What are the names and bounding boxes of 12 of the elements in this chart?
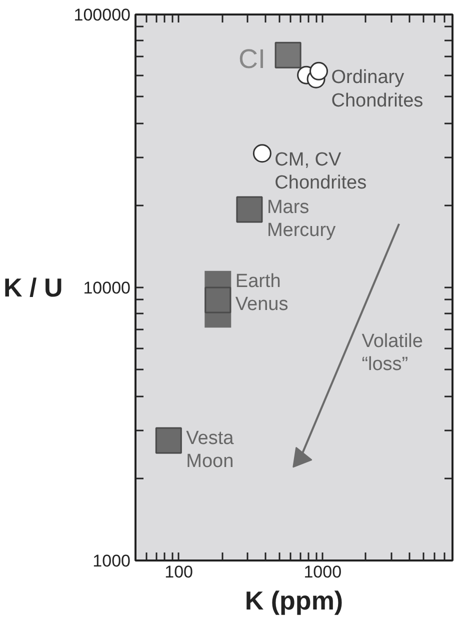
series-label: Earth Venus [235,270,288,316]
annotation: Ordinary Chondrites [331,67,424,112]
x-axis-title: K (ppm) [244,586,344,616]
series-label: Vesta Moon [186,428,234,472]
x-tick-label: 100 [164,562,193,582]
y-axis-title: K / U [4,272,63,302]
annotation: CM, CV Chondrites [274,149,367,194]
series-label: CI [238,44,266,74]
y-tick-label: 100000 [74,6,131,24]
y-tick-label: 10000 [83,278,131,298]
series-label: Volatile “loss” [362,331,423,376]
series-label: Mars Mercury [266,197,336,242]
